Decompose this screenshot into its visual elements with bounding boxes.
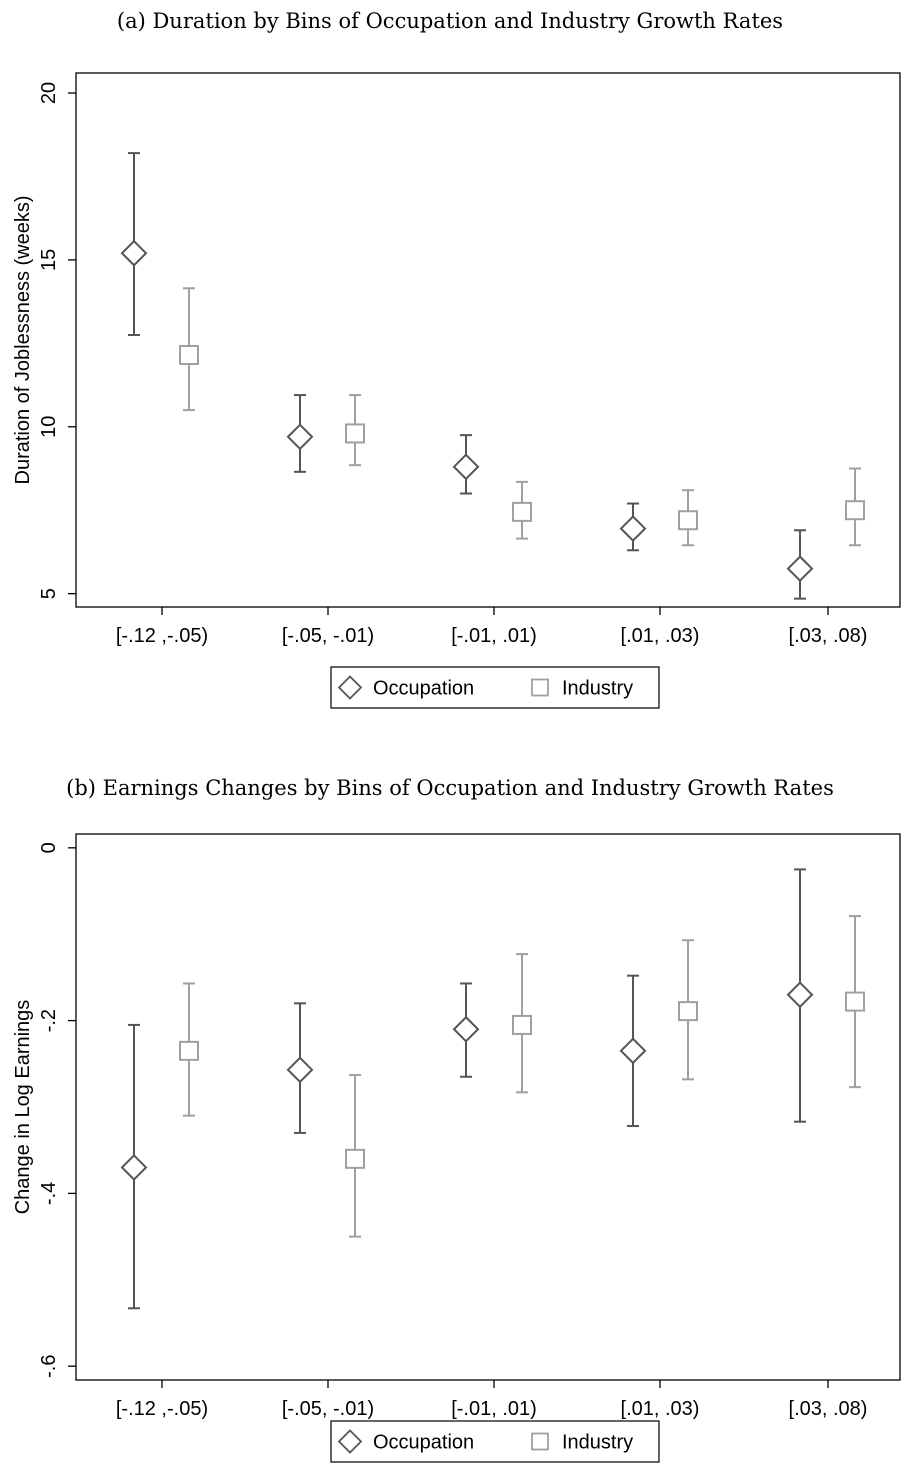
y-tick-label: 10 (38, 416, 60, 438)
legend-box (330, 666, 660, 709)
data-point-square (512, 1014, 532, 1035)
data-point-square (845, 500, 865, 521)
y-tick-label: 0 (38, 842, 60, 853)
data-point-square (179, 345, 199, 366)
chart-panel-1: (b) Earnings Changes by Bins of Occupati… (12, 776, 901, 1463)
legend: Occupation Industry (330, 666, 660, 709)
data-point-square (179, 1040, 199, 1061)
x-tick-label: [-.05, -.01) (282, 625, 374, 647)
x-tick-label: [-.12 ,-.05) (116, 625, 208, 647)
series-occupation (120, 868, 814, 1310)
legend-square-icon (531, 678, 549, 697)
data-point-diamond (286, 423, 314, 451)
data-point-square (678, 510, 698, 531)
legend: Occupation Industry (330, 1420, 660, 1463)
legend-diamond-icon (337, 1429, 363, 1454)
plot-frame (75, 72, 901, 608)
series-occupation (120, 152, 814, 600)
data-point-square (345, 1148, 365, 1169)
y-tick-label: 20 (38, 82, 60, 104)
data-point-square (845, 991, 865, 1012)
x-tick-label: [-.01, .01) (451, 1398, 537, 1420)
data-point-square (678, 1001, 698, 1022)
legend-label-occupation: Occupation (373, 678, 474, 700)
data-point-square (512, 501, 532, 522)
series-industry (179, 915, 865, 1238)
x-tick-label: [.01, .03) (621, 1398, 700, 1420)
y-axis-label: Change in Log Earnings (12, 1000, 34, 1215)
data-point-diamond (452, 453, 480, 481)
legend-label-industry: Industry (562, 1432, 633, 1454)
x-tick-label: [-.12 ,-.05) (116, 1398, 208, 1420)
y-axis-label: Duration of Joblessness (weeks) (12, 195, 34, 484)
data-point-diamond (120, 239, 148, 267)
chart-panel-0: (a) Duration by Bins of Occupation and I… (12, 9, 901, 709)
x-tick-label: [.03, .08) (789, 625, 868, 647)
legend-square-icon (531, 1432, 549, 1451)
x-tick-label: [-.05, -.01) (282, 1398, 374, 1420)
x-tick-label: [-.01, .01) (451, 625, 537, 647)
series-industry (179, 287, 865, 547)
y-tick-label: -.4 (38, 1182, 60, 1205)
chart-title: (a) Duration by Bins of Occupation and I… (117, 9, 783, 33)
y-tick-label: 15 (38, 249, 60, 271)
y-tick-label: -.6 (38, 1355, 60, 1378)
y-tick-label: -.2 (38, 1009, 60, 1032)
data-point-diamond (120, 1154, 148, 1181)
data-point-diamond (452, 1015, 480, 1043)
chart-title: (b) Earnings Changes by Bins of Occupati… (66, 776, 834, 800)
plot-frame (75, 833, 901, 1381)
data-point-diamond (619, 1037, 647, 1065)
y-tick-label: 5 (38, 588, 60, 599)
data-point-diamond (619, 515, 647, 542)
legend-box (330, 1420, 660, 1463)
data-point-diamond (786, 555, 814, 583)
x-tick-label: [.01, .03) (621, 625, 700, 647)
data-point-diamond (286, 1056, 314, 1084)
data-point-square (345, 423, 365, 444)
legend-diamond-icon (337, 675, 363, 700)
legend-label-industry: Industry (562, 678, 633, 700)
x-tick-label: [.03, .08) (789, 1398, 868, 1420)
legend-label-occupation: Occupation (373, 1432, 474, 1454)
data-point-diamond (786, 981, 814, 1009)
